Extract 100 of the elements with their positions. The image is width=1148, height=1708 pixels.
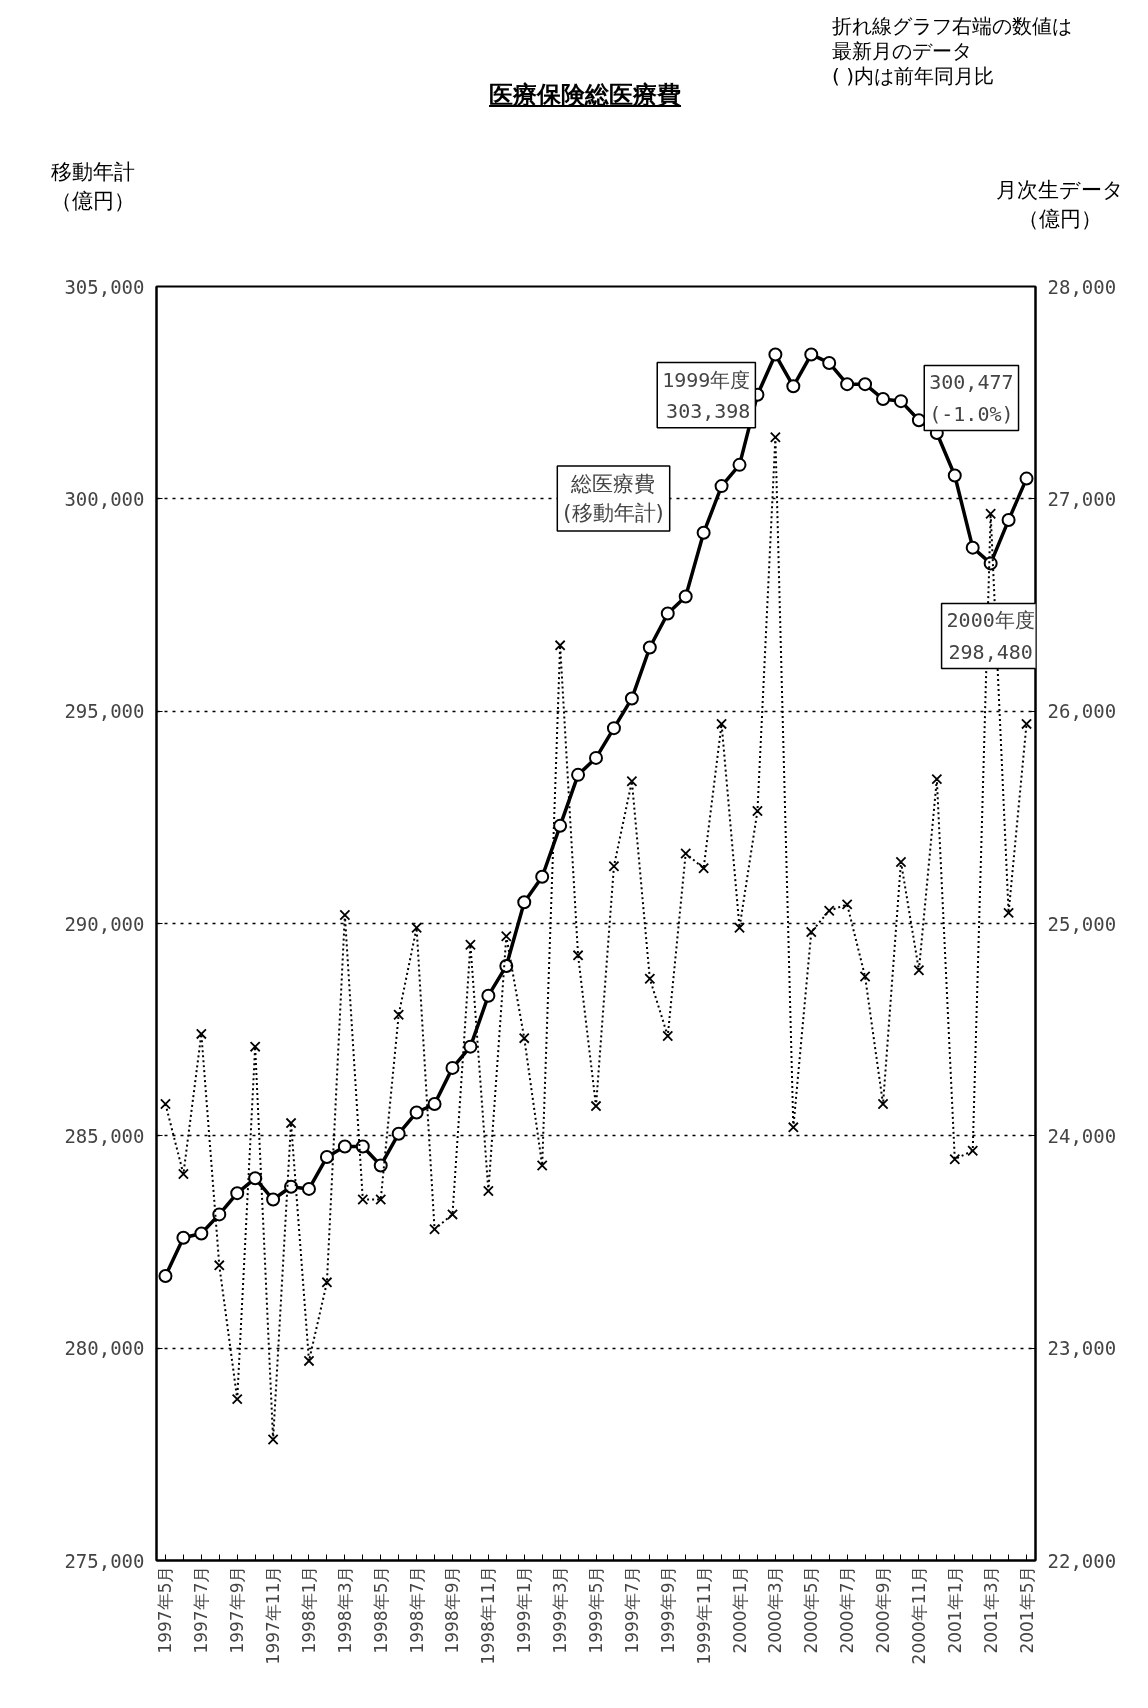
- x-tick-label: 1999年11月: [693, 1565, 714, 1665]
- y2-tick-label: 22,000: [1047, 1549, 1117, 1572]
- y-tick-label: 275,000: [64, 1549, 145, 1572]
- point: [321, 1276, 333, 1288]
- text: 折れ線グラフ右端の数値は最新月のデータ: [832, 14, 1073, 64]
- x-tick-label: 1997年11月: [263, 1565, 284, 1665]
- y2-tick-label: 26,000: [1047, 700, 1117, 723]
- x-tick-label: 1999年1月: [514, 1565, 535, 1654]
- point: [769, 431, 781, 443]
- point: [212, 1207, 227, 1222]
- point: [500, 930, 512, 942]
- x-tick-label: 1998年1月: [298, 1565, 319, 1654]
- point: [895, 856, 907, 868]
- series-label: 総医療費 (移動年計): [563, 472, 664, 525]
- point: [608, 860, 620, 872]
- x-tick-label: 1997年9月: [227, 1565, 248, 1654]
- point: [589, 750, 603, 765]
- point: [339, 909, 351, 921]
- point: [751, 805, 763, 817]
- point: [301, 1181, 316, 1196]
- point: [409, 1105, 424, 1120]
- x-tick-label: 1999年9月: [657, 1565, 678, 1654]
- point: [1003, 907, 1015, 919]
- point: [768, 347, 783, 362]
- y-tick-label: 295,000: [64, 700, 145, 723]
- point: [464, 939, 476, 951]
- point: [947, 468, 962, 483]
- point: [1021, 718, 1033, 730]
- annotation: 1999年度 303,398: [662, 367, 751, 423]
- point: [696, 525, 711, 540]
- point: [985, 508, 997, 520]
- point: [786, 379, 801, 394]
- point: [876, 392, 891, 407]
- point: [822, 355, 837, 370]
- point: [391, 1126, 406, 1141]
- y-axis-title: 移動年計（億円）: [50, 159, 136, 216]
- point: [429, 1223, 441, 1235]
- point: [893, 394, 908, 409]
- x-tick-label: 2000年7月: [837, 1565, 858, 1654]
- point: [213, 1259, 225, 1271]
- point: [1019, 471, 1034, 486]
- point: [823, 905, 835, 917]
- point: [482, 1185, 494, 1197]
- point: [644, 973, 656, 985]
- x-tick-label: 2000年11月: [908, 1565, 929, 1665]
- x-tick-label: 1999年7月: [621, 1565, 642, 1654]
- y2-axis-title: 月次生データ（億円）: [995, 177, 1125, 234]
- y2-tick-label: 23,000: [1047, 1337, 1117, 1360]
- y-tick-label: 280,000: [64, 1337, 145, 1360]
- x-tick-label: 1998年3月: [334, 1565, 355, 1654]
- point: [337, 1139, 352, 1154]
- point: [536, 1160, 548, 1172]
- point: [805, 926, 817, 938]
- point: [427, 1097, 442, 1111]
- point: [393, 1009, 405, 1021]
- point: [913, 964, 925, 976]
- annotation: 2000年度 298,480: [946, 608, 1035, 664]
- x-tick-label: 1998年11月: [478, 1565, 499, 1665]
- annotation: 300,477 (-1.0%): [929, 370, 1014, 426]
- point: [931, 773, 943, 785]
- point: [445, 1060, 460, 1075]
- point: [357, 1194, 369, 1206]
- point: [535, 869, 550, 884]
- point: [949, 1153, 961, 1165]
- point: [967, 1145, 979, 1157]
- point: [590, 1100, 602, 1112]
- point: [840, 377, 855, 392]
- point: [303, 1355, 315, 1367]
- point: [481, 988, 496, 1003]
- y-tick-label: 290,000: [64, 912, 145, 935]
- text: ( )内は前年同月比: [832, 64, 995, 89]
- point: [553, 818, 568, 833]
- point: [373, 1158, 388, 1173]
- point: [642, 640, 657, 655]
- point: [158, 1268, 173, 1283]
- point: [714, 479, 729, 494]
- y2-tick-label: 28,000: [1047, 275, 1117, 298]
- point: [195, 1028, 207, 1040]
- point: [249, 1041, 261, 1053]
- x-tick-label: 2001年5月: [1016, 1565, 1037, 1654]
- point: [732, 457, 747, 472]
- point: [716, 718, 728, 730]
- y-tick-label: 305,000: [64, 275, 145, 298]
- x-tick-label: 2000年5月: [801, 1565, 822, 1654]
- point: [230, 1186, 245, 1201]
- x-tick-label: 1998年9月: [442, 1565, 463, 1654]
- y2-tick-label: 25,000: [1047, 912, 1117, 935]
- point: [965, 540, 980, 555]
- point: [446, 1208, 458, 1220]
- point: [355, 1139, 370, 1154]
- point: [678, 589, 693, 604]
- point: [858, 377, 873, 392]
- y2-tick-label: 24,000: [1047, 1124, 1117, 1147]
- point: [266, 1192, 281, 1207]
- x-tick-label: 1998年7月: [406, 1565, 427, 1654]
- point: [859, 971, 871, 983]
- chart-title: 医療保険総医療費: [488, 80, 682, 110]
- point: [626, 775, 638, 787]
- x-tick-label: 2001年1月: [944, 1565, 965, 1654]
- x-tick-label: 1999年3月: [550, 1565, 571, 1654]
